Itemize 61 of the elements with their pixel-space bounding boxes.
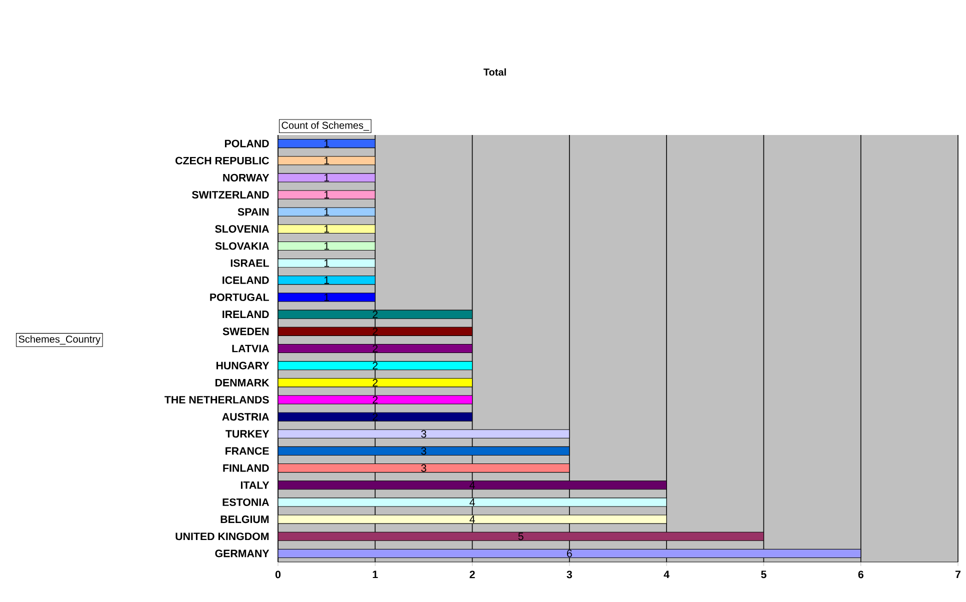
chart-title: Total: [484, 68, 506, 76]
data-label: 2: [372, 310, 378, 318]
x-tick-label: 2: [470, 570, 475, 578]
data-label: 1: [324, 259, 330, 267]
y-tick-label: ITALY: [240, 481, 270, 489]
text: Schemes_Country: [18, 335, 101, 345]
x-tick-label: 1: [372, 570, 378, 578]
data-label: 1: [324, 294, 330, 301]
data-label: 2: [372, 413, 378, 421]
x-tick-label: 7: [955, 570, 960, 578]
y-tick-label: DENMARK: [215, 378, 270, 386]
y-tick-label: SLOVENIA: [215, 225, 270, 233]
y-tick-label: HUNGARY: [216, 362, 270, 370]
y-tick-label: SPAIN: [238, 208, 269, 216]
data-label: 1: [324, 208, 330, 216]
y-tick-label: BELGIUM: [220, 516, 269, 524]
y-tick-label: FINLAND: [223, 464, 269, 472]
data-label: 2: [372, 328, 378, 336]
data-label: 2: [372, 362, 378, 370]
data-label: 5: [518, 532, 524, 540]
y-tick-label: PORTUGAL: [210, 293, 269, 302]
data-label: 6: [567, 550, 572, 558]
data-label: 1: [324, 225, 330, 233]
y-tick-label: SWEDEN: [222, 328, 269, 336]
y-tick-label: ICELAND: [222, 276, 269, 284]
y-tick-label: SWITZERLAND: [192, 191, 269, 199]
y-tick-label: UNITED KINGDOM: [176, 532, 269, 540]
y-tick-label: LATVIA: [232, 344, 270, 352]
data-label: 1: [324, 174, 330, 182]
data-label: 1: [324, 156, 330, 164]
data-label: 4: [470, 516, 475, 523]
data-label: 3: [421, 430, 426, 438]
x-tick-label: 6: [858, 570, 864, 578]
text: Count of Schemes_: [282, 122, 370, 131]
data-label: 4: [470, 481, 475, 489]
data-label: 4: [470, 498, 475, 506]
data-label: 2: [372, 396, 378, 404]
data-label: 2: [372, 344, 378, 352]
y-tick-label: THE NETHERLANDS: [164, 396, 269, 404]
x-tick-label: 3: [566, 570, 572, 578]
data-label: 1: [324, 276, 330, 284]
y-tick-label: FRANCE: [226, 447, 269, 455]
y-tick-label: NORWAY: [223, 174, 270, 182]
y-tick-label: CZECH REPUBLIC: [176, 156, 269, 164]
x-tick-label: 5: [761, 570, 766, 578]
y-tick-label: GERMANY: [215, 550, 270, 558]
x-tick-label: 4: [664, 570, 670, 578]
data-label: 2: [372, 378, 378, 386]
data-label: 3: [421, 464, 426, 472]
y-tick-label: ISRAEL: [230, 259, 269, 267]
y-tick-label: SLOVAKIA: [215, 242, 270, 250]
data-label: 1: [324, 242, 330, 250]
y-tick-label: TURKEY: [226, 430, 270, 438]
y-tick-label: POLAND: [224, 140, 269, 148]
y-tick-label: AUSTRIA: [222, 413, 270, 421]
y-tick-label: IRELAND: [222, 310, 269, 318]
y-tick-label: ESTONIA: [222, 498, 270, 506]
x-tick-label: 0: [275, 570, 281, 578]
data-label: 1: [324, 140, 330, 148]
data-label: 1: [324, 191, 330, 198]
data-label: 3: [421, 447, 426, 455]
